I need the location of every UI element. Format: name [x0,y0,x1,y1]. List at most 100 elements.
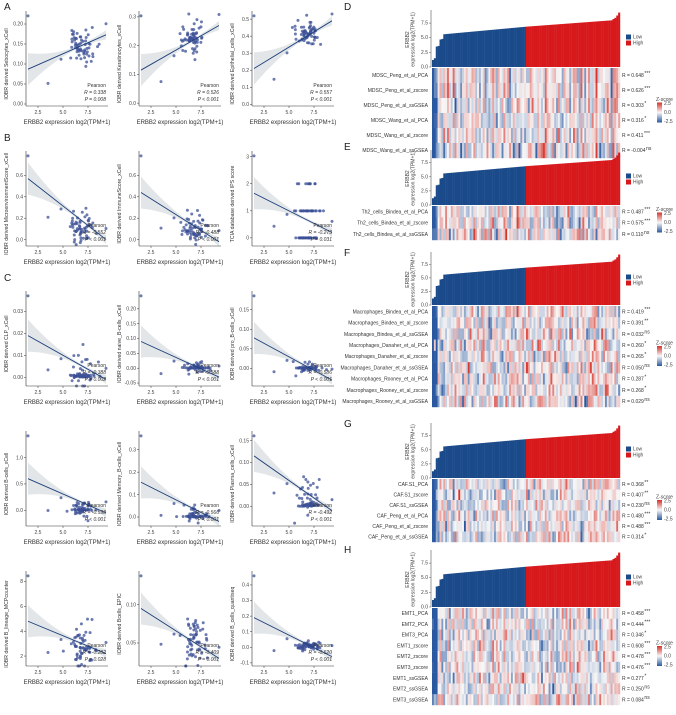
heatmap-cell [564,68,566,83]
legend-swatch-low [626,575,631,580]
heatmap-cell [607,532,609,543]
expression-bar [612,159,614,205]
y-tick-label: 7.5 [421,21,428,27]
expression-bar [453,33,455,67]
heatmap-cell [487,328,489,339]
x-tick-label: 7.5 [85,670,92,676]
heatmap-cell [518,490,520,501]
x-tick-label: 7.5 [85,390,92,396]
expression-bar [549,565,551,607]
expression-bar [547,266,549,305]
heatmap-cell [592,362,594,373]
heatmap-cell [535,83,537,98]
heatmap-cell [441,143,443,158]
expression-bar [483,31,485,67]
heatmap-cell [518,619,520,630]
heatmap-cell [577,340,579,351]
expression-bar [547,165,549,205]
expression-bar [451,173,453,205]
data-point [199,629,202,632]
heatmap-cell [586,619,588,630]
heatmap-cell [537,351,539,362]
expression-bar [445,574,447,607]
heatmap-cell [590,340,592,351]
heatmap-cell [432,479,434,490]
data-point [83,48,86,51]
heatmap-cell [616,373,618,384]
expression-bar [507,28,509,67]
heatmap-cell [571,619,573,630]
heatmap-cell [498,651,500,662]
expression-bar [567,265,569,305]
heatmap-cell [543,68,545,83]
stats-method: Pearson [200,503,219,509]
heatmap-cell [517,317,519,328]
heatmap-cell [518,385,520,396]
heatmap-cell [530,351,532,362]
heatmap-cell [473,351,475,362]
heatmap-cell [490,317,492,328]
heatmap-cell [500,532,502,543]
heatmap-cell [564,640,566,651]
y-tick-label: 0.05 [13,82,23,88]
expression-bar [522,27,524,67]
heatmap-cell [471,362,473,373]
heatmap-cell [464,630,466,641]
heatmap-cell [505,143,507,158]
heatmap-cell [541,98,543,113]
heatmap-cell [441,630,443,641]
legend-swatch-low [626,447,631,452]
heatmap-cell [436,396,438,407]
data-point [79,646,82,649]
heatmap-cell [599,362,601,373]
heatmap-cell [603,229,605,241]
heatmap-cell [498,521,500,532]
heatmap-cell [582,128,584,143]
heatmap-cell [590,490,592,501]
heatmap-cell [573,500,575,511]
heatmap-cell [618,217,620,229]
y-tick-label: 0.2 [242,68,249,74]
heatmap-cell [545,619,547,630]
heatmap-cell [618,98,620,113]
heatmap-cell [503,662,505,673]
y-axis-label: IOBR derived CLP_xCell [4,315,10,372]
heatmap-cell [534,68,536,83]
heatmap-cell [596,630,598,641]
x-tick-label: 7.5 [311,110,318,116]
heatmap-cell [592,83,594,98]
heatmap-cell [449,217,451,229]
heatmap-cell [539,385,541,396]
heatmap-cell [601,98,603,113]
heatmap-cell [609,608,611,619]
heatmap-cell [605,113,607,128]
heatmap-cell [549,608,551,619]
row-label: Macrophages_Bindea_et_al_zscore [348,321,428,327]
heatmap-cell [460,662,462,673]
heatmap-cell [592,217,594,229]
data-point [83,634,86,637]
heatmap-cell [614,651,616,662]
heatmap-cell [481,490,483,501]
heatmap-cell [530,113,532,128]
heatmap-cell [612,640,614,651]
y-axis-label: TCIA database derived IPS score [230,166,236,243]
x-axis-label: ERBB2 expression log2(TPM+1) [137,120,224,126]
expression-bar [441,279,443,305]
y-tick-label: 0.20 [13,22,23,28]
heatmap-cell [458,511,460,522]
y-tick-label: 7.5 [421,262,428,268]
heatmap-cell [592,490,594,501]
heatmap-cell [455,479,457,490]
heatmap-cell [564,98,566,113]
heatmap-cell [498,206,500,218]
heatmap-cell [485,68,487,83]
expression-bar [599,21,601,67]
heatmap-cell [475,113,477,128]
heatmap-cell [543,113,545,128]
heatmap-cell [554,608,556,619]
heatmap-cell [513,479,515,490]
expression-bar [505,569,507,607]
heatmap-cell [554,479,556,490]
